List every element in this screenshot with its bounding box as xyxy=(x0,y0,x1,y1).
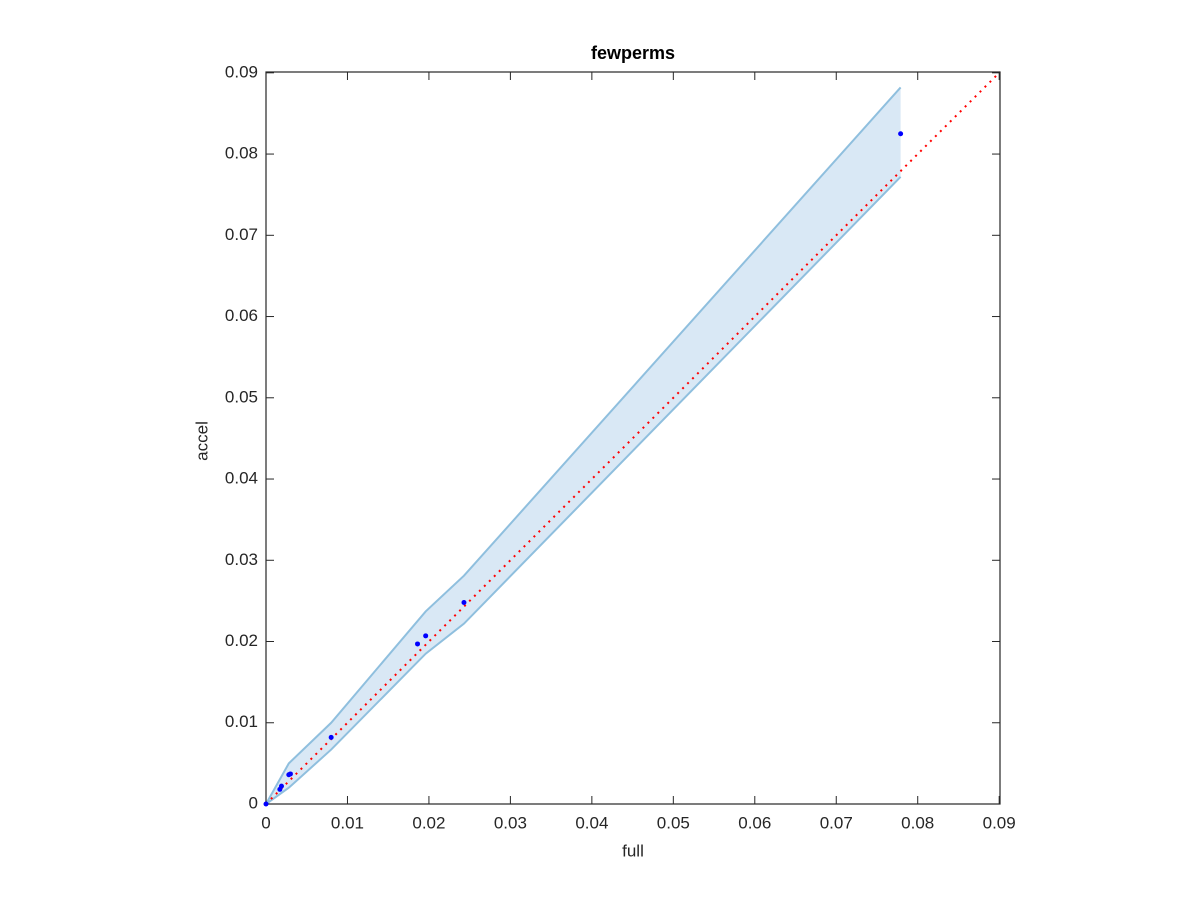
x-tick-label: 0.07 xyxy=(820,813,853,832)
data-point xyxy=(415,641,421,647)
x-tick-label: 0.05 xyxy=(657,813,690,832)
x-tick-label: 0 xyxy=(261,813,270,832)
x-tick-label: 0.06 xyxy=(738,813,771,832)
reference-line xyxy=(265,71,1001,805)
x-axis-label: full xyxy=(622,841,644,860)
data-point xyxy=(287,771,293,777)
data-point xyxy=(263,801,269,807)
y-tick-label: 0.03 xyxy=(225,550,258,569)
y-tick-label: 0.07 xyxy=(225,225,258,244)
plot-frame xyxy=(265,71,1001,805)
x-tick-label: 0.01 xyxy=(331,813,364,832)
y-tick-label: 0.01 xyxy=(225,712,258,731)
x-tick-label: 0.09 xyxy=(983,813,1016,832)
y-tick-label: 0.02 xyxy=(225,631,258,650)
data-point xyxy=(898,131,904,137)
data-point xyxy=(278,783,284,789)
y-tick-label: 0.09 xyxy=(225,62,258,81)
y-tick-label: 0.06 xyxy=(225,306,258,325)
y-tick-label: 0 xyxy=(249,793,258,812)
x-tick-label: 0.02 xyxy=(412,813,445,832)
x-tick-label: 0.03 xyxy=(494,813,527,832)
data-point xyxy=(423,633,429,639)
y-tick-label: 0.08 xyxy=(225,144,258,163)
data-point xyxy=(328,734,334,740)
band-lower xyxy=(265,176,902,805)
y-axis-label: accel xyxy=(192,421,211,461)
x-tick-label: 0.04 xyxy=(575,813,608,832)
confidence-band xyxy=(266,87,901,805)
y-tick-label: 0.04 xyxy=(225,469,258,488)
band-upper xyxy=(265,86,902,805)
data-point xyxy=(461,600,467,606)
x-tick-label: 0.08 xyxy=(901,813,934,832)
y-tick-label: 0.05 xyxy=(225,387,258,406)
chart-title: fewperms xyxy=(591,43,675,63)
